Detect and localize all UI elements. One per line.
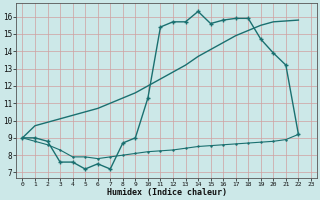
X-axis label: Humidex (Indice chaleur): Humidex (Indice chaleur) [107,188,227,197]
